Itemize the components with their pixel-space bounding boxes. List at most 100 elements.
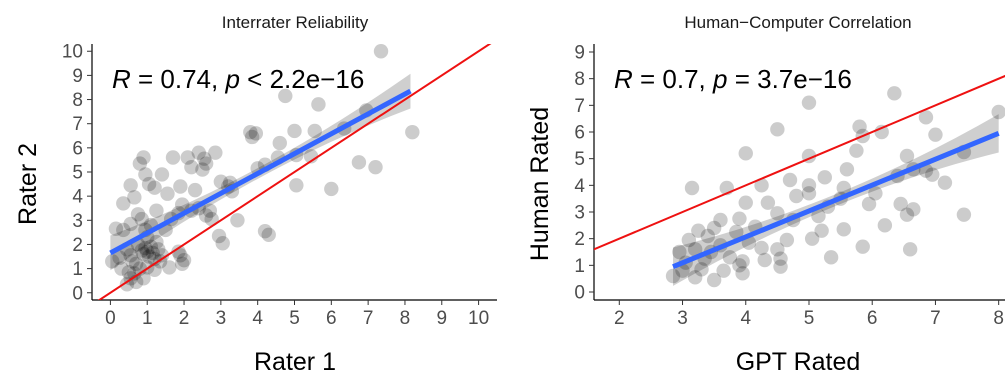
- y-tick-label: 3: [72, 211, 83, 232]
- data-point: [887, 86, 902, 101]
- x-tick-label: 2: [179, 308, 190, 329]
- panel-title: Human−Computer Correlation: [684, 13, 911, 32]
- data-point: [311, 97, 326, 112]
- data-point: [149, 203, 164, 218]
- data-point: [141, 249, 157, 264]
- data-point: [713, 212, 728, 228]
- data-point: [136, 150, 151, 165]
- data-point: [675, 263, 690, 278]
- data-point: [779, 232, 795, 248]
- data-point: [351, 155, 367, 170]
- x-tick-label: 8: [400, 308, 411, 329]
- data-point: [116, 222, 131, 238]
- x-tick-label: 5: [804, 308, 815, 329]
- data-point: [738, 195, 753, 210]
- data-point: [691, 223, 706, 238]
- y-tick-label: 2: [72, 235, 83, 256]
- data-point: [130, 207, 146, 222]
- data-point: [123, 178, 138, 193]
- data-point: [202, 203, 218, 218]
- data-point: [198, 208, 214, 223]
- x-tick-label: 9: [436, 308, 447, 329]
- data-point: [839, 162, 855, 177]
- data-point: [213, 174, 229, 189]
- data-point: [244, 129, 260, 145]
- x-tick-label: 1: [142, 308, 153, 329]
- data-point: [127, 190, 142, 205]
- p-symbol: p: [224, 64, 239, 94]
- data-point: [684, 180, 700, 196]
- data-point: [272, 135, 287, 151]
- y-tick-label: 9: [72, 66, 83, 87]
- data-point: [405, 124, 420, 140]
- data-point: [136, 271, 151, 286]
- data-point: [173, 248, 188, 263]
- data-point: [243, 124, 258, 140]
- y-tick-label: 4: [72, 187, 83, 208]
- data-point: [817, 170, 832, 185]
- data-point: [687, 270, 703, 285]
- data-point: [687, 242, 703, 257]
- data-point: [849, 143, 864, 158]
- data-point: [770, 122, 785, 137]
- x-tick-label: 4: [740, 308, 751, 329]
- x-tick-label: 3: [216, 308, 227, 329]
- r-value: = 0.7,: [633, 64, 713, 94]
- data-point: [248, 126, 264, 141]
- data-point: [991, 104, 1005, 120]
- data-point: [143, 239, 159, 255]
- data-point: [149, 234, 164, 250]
- data-point: [180, 150, 195, 165]
- data-point: [823, 250, 839, 265]
- data-point: [132, 156, 148, 171]
- data-point: [175, 256, 190, 271]
- data-point: [162, 260, 177, 275]
- data-point: [307, 123, 322, 139]
- data-point: [173, 179, 188, 194]
- data-point: [754, 240, 769, 256]
- data-point: [108, 221, 124, 236]
- x-tick-label: 4: [252, 308, 263, 329]
- data-point: [760, 195, 776, 210]
- y-tick-label: 4: [574, 176, 585, 197]
- data-point: [112, 250, 127, 265]
- data-point: [198, 156, 214, 171]
- data-point: [165, 150, 181, 165]
- y-tick-label: 0: [574, 283, 585, 304]
- data-point: [368, 159, 383, 175]
- data-point: [868, 186, 883, 201]
- data-point: [716, 263, 731, 278]
- data-point: [801, 178, 817, 193]
- data-point: [171, 244, 186, 259]
- data-point: [902, 242, 918, 257]
- data-point: [257, 223, 273, 239]
- data-point: [128, 256, 144, 271]
- data-point: [738, 146, 753, 161]
- data-point: [289, 178, 304, 193]
- y-tick-label: 1: [574, 256, 585, 277]
- x-tick-label: 6: [326, 308, 337, 329]
- data-point: [722, 250, 738, 265]
- data-point: [154, 248, 170, 263]
- data-point: [121, 265, 137, 280]
- y-tick-label: 3: [574, 203, 585, 224]
- data-point: [801, 186, 817, 201]
- data-point: [140, 244, 155, 259]
- data-point: [811, 208, 826, 224]
- data-point: [836, 180, 851, 196]
- data-point: [287, 123, 302, 139]
- p-value: < 2.2e−16: [240, 64, 364, 94]
- data-point: [700, 228, 716, 244]
- data-point: [261, 227, 276, 242]
- data-point: [136, 246, 151, 262]
- y-tick-label: 0: [72, 283, 83, 304]
- panel-interrater: Interrater Reliability Rater 1 Rater 2 R…: [14, 13, 497, 375]
- data-point: [184, 159, 199, 175]
- data-point: [138, 240, 153, 256]
- data-point: [729, 224, 744, 240]
- data-point: [141, 176, 157, 192]
- data-point: [145, 245, 160, 261]
- data-point: [735, 254, 750, 269]
- data-point: [732, 258, 747, 273]
- data-point: [116, 196, 131, 211]
